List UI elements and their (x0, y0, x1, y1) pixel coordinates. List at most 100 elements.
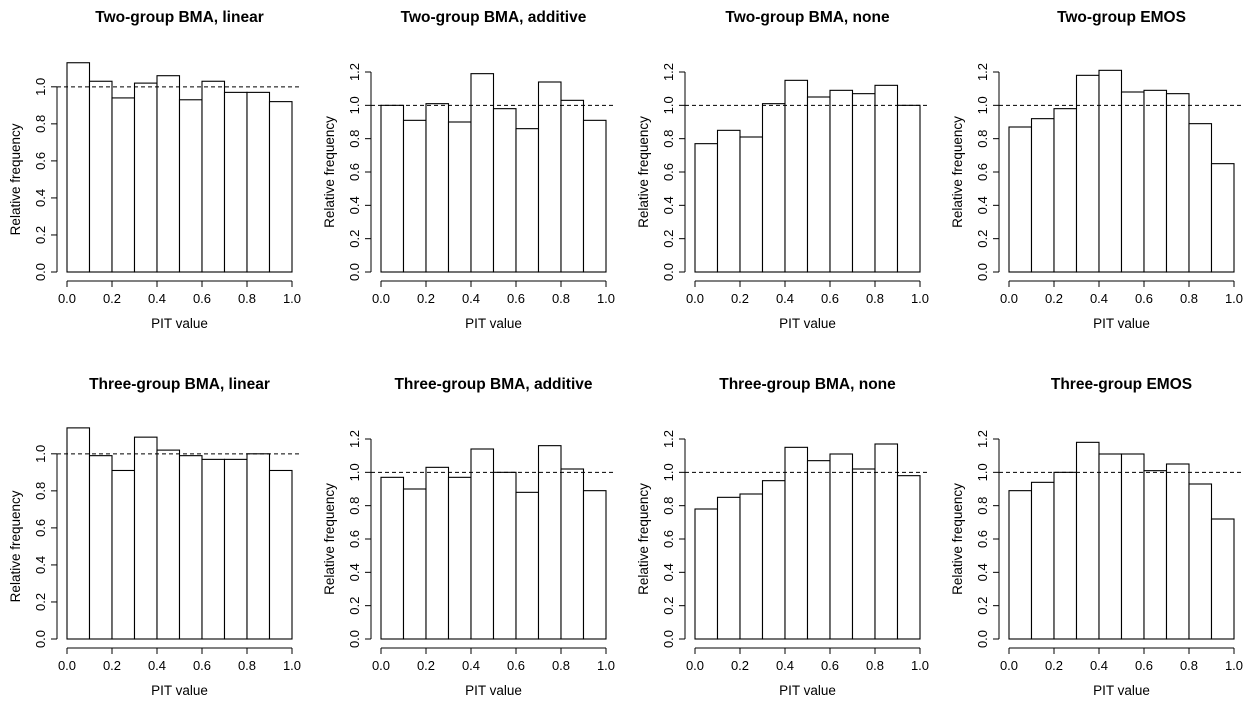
x-tick-label: 1.0 (1225, 291, 1243, 306)
histogram-bar (1120, 453, 1145, 640)
y-tick-label: 0.4 (33, 556, 48, 574)
chart-title: Three-group EMOS (1051, 376, 1192, 393)
histogram-bar (156, 449, 181, 640)
histogram-bar (1053, 471, 1078, 640)
chart-panel: Three-group BMA, additive 0.0 0.2 0.4 0.6 0.8… (322, 376, 616, 698)
histogram-bar (537, 81, 562, 273)
histogram-bar (66, 427, 91, 640)
chart-title: Two-group BMA, additive (401, 9, 587, 26)
y-tick-label: 0.8 (33, 482, 48, 500)
histogram-bar (425, 466, 450, 640)
histogram-bar (716, 129, 741, 273)
x-tick-label: 1.0 (283, 658, 301, 673)
y-axis-title: Relative frequency (8, 123, 23, 235)
x-tick-label: 1.0 (1225, 658, 1243, 673)
x-tick-label: 0.4 (776, 658, 794, 673)
histogram-bar (537, 445, 562, 640)
x-tick-label: 0.0 (1000, 658, 1018, 673)
histogram-bar (492, 471, 517, 640)
histogram-bar (515, 128, 540, 273)
x-tick-label: 0.8 (238, 658, 256, 673)
x-tick-label: 0.0 (58, 658, 76, 673)
y-tick-label: 0.8 (347, 497, 362, 515)
histogram-bar (1188, 483, 1213, 640)
histogram-bar (88, 455, 113, 640)
x-tick-label: 0.6 (821, 658, 839, 673)
chart-title: Three-group BMA, linear (89, 376, 270, 393)
x-tick-label: 0.0 (372, 291, 390, 306)
x-tick-label: 1.0 (911, 658, 929, 673)
chart-panel: Two-group BMA, linear 0.0 0.2 0.4 0.6 0.8 1.0 P… (8, 9, 302, 331)
y-tick-label: 1.0 (347, 463, 362, 481)
histogram-bar (1053, 108, 1078, 273)
histogram-bar (111, 97, 136, 273)
histogram-bar (829, 89, 854, 273)
histogram-bar (492, 108, 517, 273)
histogram-bar (425, 103, 450, 273)
histogram-bar (582, 490, 607, 640)
x-tick-label: 0.2 (103, 291, 121, 306)
y-tick-label: 1.2 (347, 430, 362, 448)
y-tick-label: 0.8 (33, 115, 48, 133)
x-tick-label: 0.4 (1090, 658, 1108, 673)
x-tick-label: 0.6 (507, 291, 525, 306)
histogram-bar (1143, 89, 1168, 273)
x-tick-label: 0.4 (1090, 291, 1108, 306)
x-tick-label: 0.8 (1180, 291, 1198, 306)
histogram-bar (1098, 453, 1123, 640)
histogram-bar (874, 84, 899, 273)
histogram-bar (88, 80, 113, 273)
y-tick-label: 0.0 (661, 630, 676, 648)
histogram-bar (66, 62, 91, 273)
histogram-bar (716, 496, 741, 640)
y-tick-label: 0.6 (661, 530, 676, 548)
x-tick-label: 0.8 (1180, 658, 1198, 673)
x-axis-title: PIT value (779, 683, 836, 698)
x-tick-label: 1.0 (911, 291, 929, 306)
y-axis-title: Relative frequency (8, 490, 23, 602)
chart-panel: Two-group EMOS 0.0 0.2 0.4 0.6 0.8 1.0 PIT valu… (950, 9, 1244, 331)
y-tick-label: 0.6 (975, 163, 990, 181)
histogram-bar (851, 468, 876, 640)
y-tick-label: 0.6 (33, 152, 48, 170)
x-tick-label: 0.8 (552, 658, 570, 673)
histogram-bar (806, 460, 831, 640)
histogram-bar (739, 493, 764, 640)
histogram-bar (761, 103, 786, 273)
y-tick-label: 0.2 (661, 230, 676, 248)
y-tick-label: 0.4 (661, 196, 676, 214)
y-tick-label: 1.0 (975, 463, 990, 481)
histogram-bar (178, 99, 203, 273)
x-tick-label: 0.6 (821, 291, 839, 306)
histogram-bar (1030, 481, 1055, 640)
x-tick-label: 0.4 (462, 291, 480, 306)
histogram-bar (133, 82, 158, 273)
y-tick-label: 1.0 (33, 445, 48, 463)
chart-panel: Two-group BMA, none 0.0 0.2 0.4 0.6 0.8 1.0 PIT… (636, 9, 930, 331)
y-tick-label: 1.0 (33, 78, 48, 96)
histogram-bar (246, 91, 271, 273)
histogram-bar (201, 458, 226, 640)
histogram-bar (896, 104, 921, 273)
histogram-bar (201, 80, 226, 273)
chart-panel: Two-group BMA, additive 0.0 0.2 0.4 0.6 0.8 1.… (322, 9, 616, 331)
x-tick-label: 0.0 (372, 658, 390, 673)
x-tick-label: 0.0 (686, 658, 704, 673)
y-tick-label: 1.2 (661, 430, 676, 448)
x-tick-label: 0.2 (1045, 658, 1063, 673)
histogram-bar (380, 476, 405, 640)
y-axis-title: Relative frequency (950, 116, 965, 228)
y-tick-label: 1.2 (975, 63, 990, 81)
y-tick-label: 1.2 (661, 63, 676, 81)
chart-title: Two-group EMOS (1057, 9, 1186, 26)
y-tick-label: 0.4 (975, 196, 990, 214)
histogram-bar (1008, 490, 1033, 640)
histogram-bar (380, 104, 405, 273)
x-tick-label: 0.2 (417, 291, 435, 306)
y-axis-title: Relative frequency (636, 483, 651, 595)
y-tick-label: 0.2 (661, 597, 676, 615)
x-tick-label: 0.6 (1135, 291, 1153, 306)
chart-title: Three-group BMA, none (719, 376, 896, 393)
chart-title: Two-group BMA, none (725, 9, 890, 26)
